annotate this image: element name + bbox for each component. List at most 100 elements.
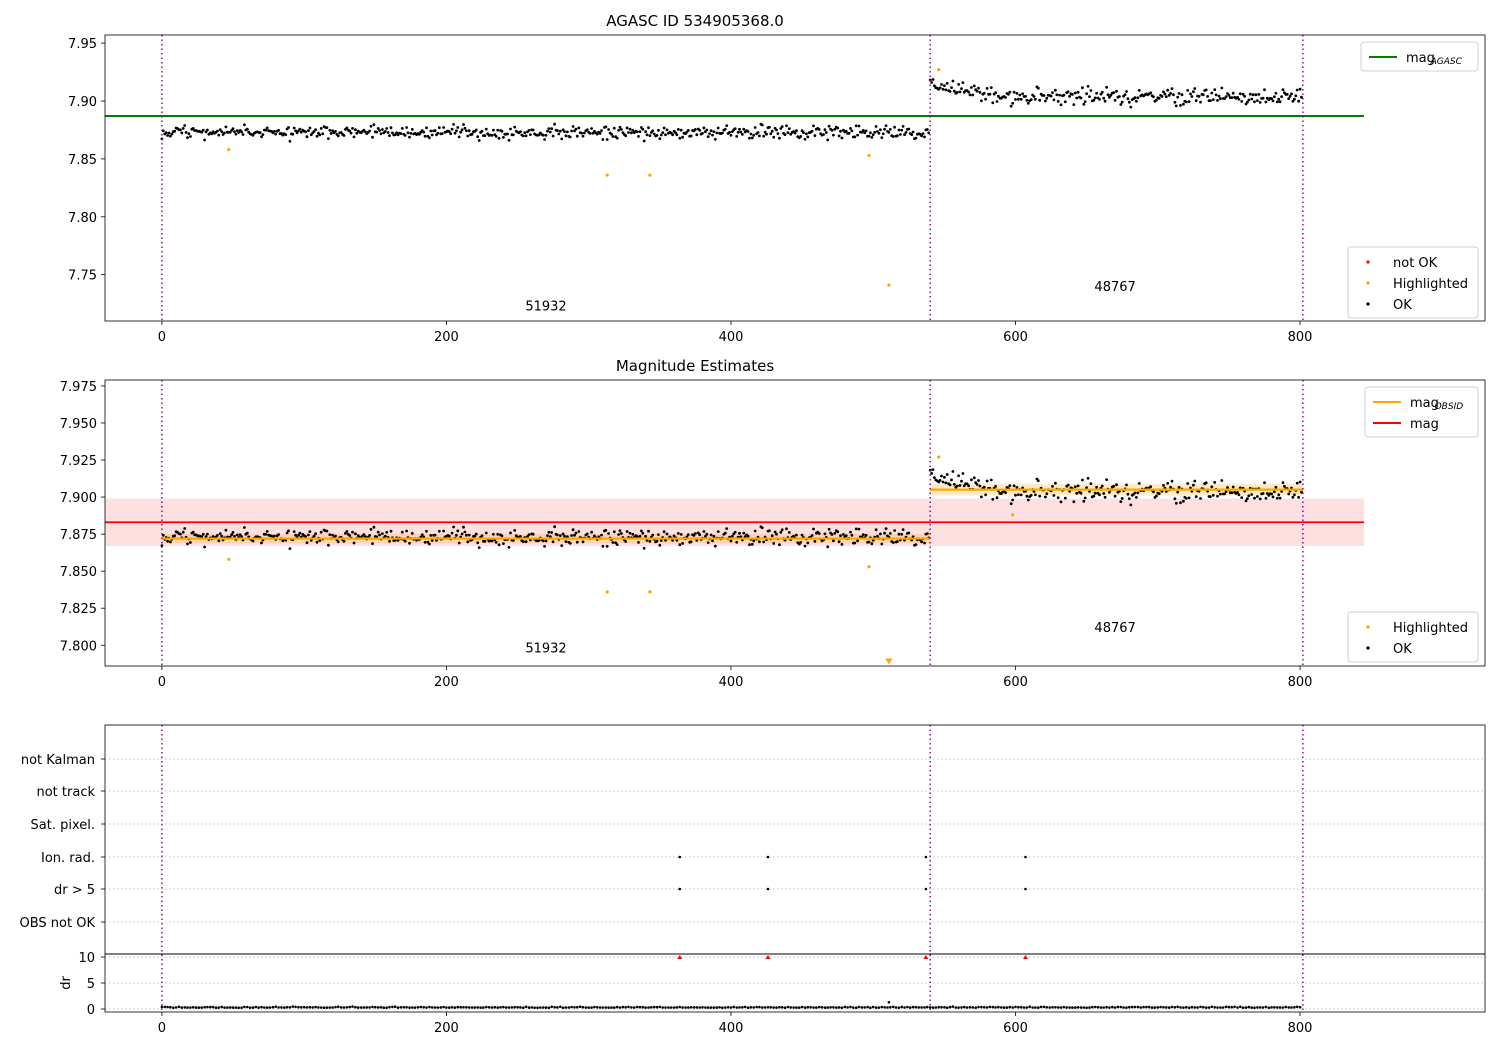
ok-point [641,127,645,131]
ok-point [450,531,454,535]
ok-point [1204,88,1208,92]
dr-point [632,1006,636,1009]
highlighted-point [867,565,871,569]
ok-point [778,136,781,140]
dr-point [1150,1006,1154,1009]
axes-frame [104,379,1486,667]
ok-point [449,132,453,136]
dr-point [544,1006,548,1009]
ok-point [418,132,421,136]
dr-point [923,1006,926,1009]
ok-point [1119,500,1123,503]
ok-point [988,92,992,96]
x-tick-label: 0 [158,675,166,690]
dr-point [1236,1006,1239,1009]
ok-point [978,91,982,94]
ok-point [985,479,989,483]
ok-point [618,125,622,129]
ok-point [1273,490,1276,494]
ok-point [995,496,999,500]
ok-point [206,532,209,536]
ok-point [686,533,690,536]
ok-point [260,135,263,139]
legend-box [1364,386,1479,438]
ok-point [181,530,185,534]
dr-point [413,1006,417,1009]
ok-point [628,127,632,131]
ok-point [581,134,585,138]
ok-point [874,528,878,532]
flag-point [678,855,682,859]
ok-point [1176,95,1180,99]
dr-point [257,1006,260,1009]
ok-point [391,131,394,135]
ok-point [977,86,980,90]
ok-point [1164,490,1168,493]
dr-point [1170,1005,1174,1009]
ok-point [758,540,761,544]
ok-point [741,133,744,136]
ok-point [615,543,619,546]
dr-point [365,1006,369,1009]
x-tick-label: 600 [1003,330,1028,345]
dr-point [1071,1006,1074,1009]
ok-point [772,135,776,139]
ok-point [319,126,323,130]
ok-point [566,535,569,539]
dr-point [356,1006,360,1009]
ok-point [405,529,408,533]
legend-box [1360,41,1479,72]
ok-point [1157,97,1161,100]
dr-point [408,1006,411,1009]
ok-point [585,532,589,536]
ok-point [645,539,649,542]
ok-point [611,135,615,138]
ok-point [314,532,317,536]
ok-point [711,133,714,137]
dr-point [374,1005,377,1009]
ok-point [519,535,522,538]
dr-point [1156,1006,1160,1009]
dr-point [180,1006,184,1009]
ok-point [1083,100,1087,103]
dr-point [1202,1005,1205,1009]
y-tick-label: 7.925 [60,454,97,469]
ok-point [430,539,434,542]
ok-point [447,130,451,134]
ok-point [1247,494,1251,498]
ok-point [1230,491,1234,495]
x-tick-label: 400 [719,675,744,690]
ok-point [1216,494,1219,498]
ok-point [457,541,461,545]
ok-point [962,484,966,488]
ok-point [354,128,357,132]
ok-point [823,532,827,536]
ok-point [1227,93,1231,97]
ok-point [581,540,585,544]
dr-point [1145,1005,1148,1009]
ok-point [272,534,276,538]
highlighted-point [867,153,871,158]
dr-point [553,1005,556,1009]
ok-point [952,482,956,486]
ok-point [383,130,387,133]
dr-point [194,1006,198,1009]
ok-point [304,130,307,134]
ok-point [409,132,413,135]
ok-point [943,475,946,479]
ok-point [1100,484,1104,488]
ok-point [203,138,207,142]
ok-point [1160,95,1164,98]
ok-point [869,131,872,135]
ok-point [544,539,548,543]
dr-point [1230,1005,1234,1009]
ok-point [1004,491,1007,494]
ok-point [1226,486,1229,489]
dr-point [1096,1005,1100,1009]
ok-point [980,495,983,499]
ok-point [376,126,380,130]
ok-point [1220,479,1224,482]
dr-point [866,1005,869,1009]
ok-point [1072,500,1076,504]
ok-point [1194,99,1198,102]
